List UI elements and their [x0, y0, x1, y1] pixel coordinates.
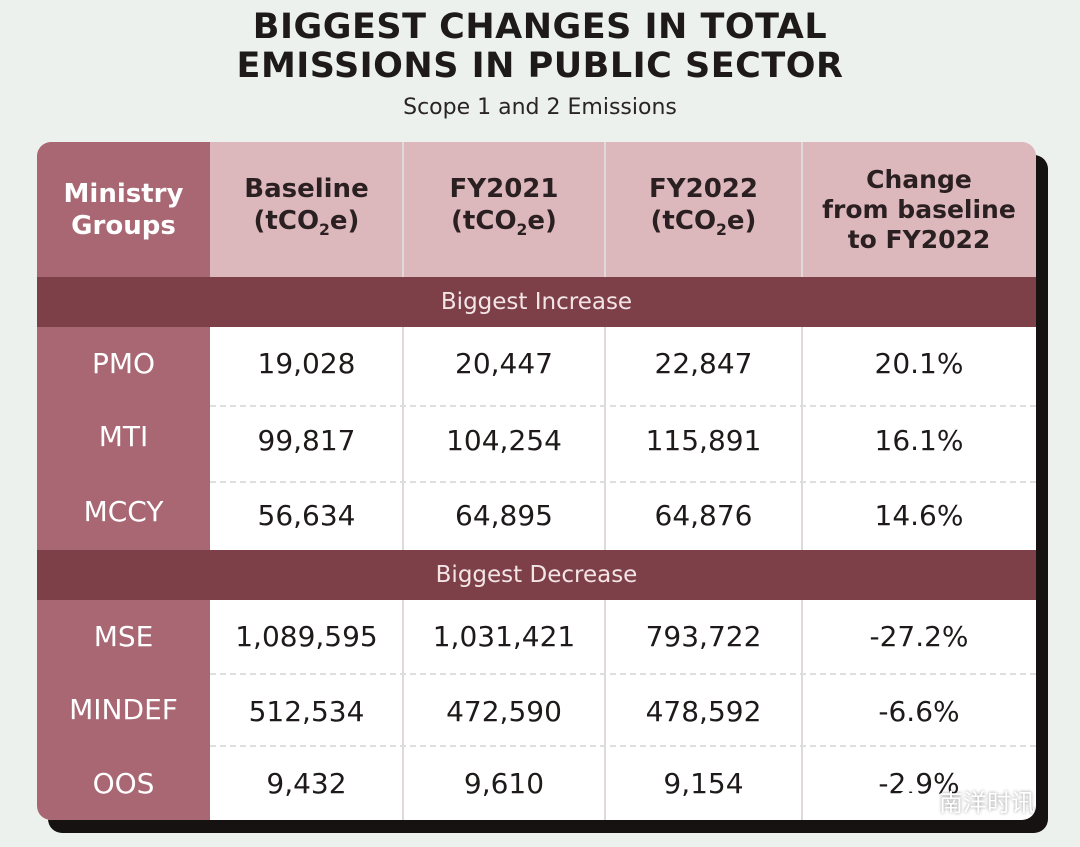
baseline-value: 99,817: [257, 424, 356, 457]
fy2022-value: 478,592: [645, 695, 762, 728]
header-baseline: Baseline (tCO2e): [210, 142, 403, 277]
header-change-line-1: Change: [866, 164, 972, 194]
row-divider: [210, 745, 1036, 747]
header-change: Change from baseline to FY2022: [802, 142, 1036, 277]
fy2022-value: 793,722: [645, 620, 762, 653]
ministry-name: MCCY: [37, 473, 210, 550]
header-fy2022-line-1: FY2022: [649, 174, 758, 204]
baseline-value: 1,089,595: [235, 620, 378, 653]
header-change-line-3: to FY2022: [847, 224, 991, 254]
fy2021-value: 104,254: [446, 424, 562, 457]
baseline-value: 19,028: [257, 347, 356, 380]
ministry-name: MINDEF: [37, 673, 210, 746]
header-fy2021-line-1: FY2021: [449, 174, 559, 204]
ministry-name: PMO: [37, 327, 210, 400]
change-value: -6.6%: [878, 695, 960, 728]
emissions-table: Ministry Groups Baseline (tCO2e) FY2021 …: [37, 142, 1036, 820]
fy2021-value: 64,895: [455, 499, 553, 532]
header-fy2022: FY2022 (tCO2e): [605, 142, 802, 277]
header-ministry-line-2: Groups: [71, 210, 176, 241]
baseline-value: 9,432: [266, 767, 347, 800]
ministry-name: OOS: [37, 746, 210, 820]
header-fy2021-unit: (tCO2e): [451, 206, 557, 239]
header-baseline-line-1: Baseline: [244, 174, 369, 204]
fy2021-value: 9,610: [463, 767, 545, 800]
page-title: BIGGEST CHANGES IN TOTAL EMISSIONS IN PU…: [0, 8, 1080, 86]
header-ministry-line-1: Ministry: [63, 178, 184, 209]
fy2021-value: 20,447: [455, 347, 553, 380]
change-value: 20.1%: [874, 347, 964, 380]
fy2021-value: 1,031,421: [432, 620, 576, 653]
row-divider: [210, 405, 1036, 407]
ministry-name: MTI: [37, 400, 210, 473]
title-line-2: EMISSIONS IN PUBLIC SECTOR: [236, 46, 844, 86]
row-divider: [210, 673, 1036, 675]
fy2021-value: 472,590: [446, 695, 562, 728]
header-change-line-2: from baseline: [822, 194, 1016, 224]
change-value: -27.2%: [869, 620, 969, 653]
header-ministry-groups: Ministry Groups: [37, 142, 210, 277]
row-divider: [210, 481, 1036, 483]
header-fy2022-unit: (tCO2e): [650, 206, 757, 239]
page-subtitle: Scope 1 and 2 Emissions: [403, 95, 677, 120]
change-value: 14.6%: [874, 499, 964, 532]
ministry-name: MSE: [37, 600, 210, 673]
title-line-1: BIGGEST CHANGES IN TOTAL: [252, 7, 828, 47]
wechat-icon: [898, 789, 930, 812]
change-value: 16.1%: [874, 424, 964, 457]
baseline-value: 512,534: [248, 695, 365, 728]
fy2022-value: 64,876: [654, 499, 753, 532]
fy2022-value: 9,154: [663, 767, 744, 800]
baseline-value: 56,634: [257, 499, 356, 532]
header-baseline-unit: (tCO2e): [253, 206, 360, 239]
header-fy2021: FY2021 (tCO2e): [403, 142, 605, 277]
fy2022-value: 22,847: [654, 347, 753, 380]
fy2022-value: 115,891: [645, 424, 762, 457]
section-header-increase: Biggest Increase: [37, 277, 1036, 327]
section-header-decrease: Biggest Decrease: [37, 550, 1036, 600]
watermark: 南洋时讯: [897, 783, 1035, 818]
watermark-text: 南洋时讯: [939, 789, 1035, 817]
